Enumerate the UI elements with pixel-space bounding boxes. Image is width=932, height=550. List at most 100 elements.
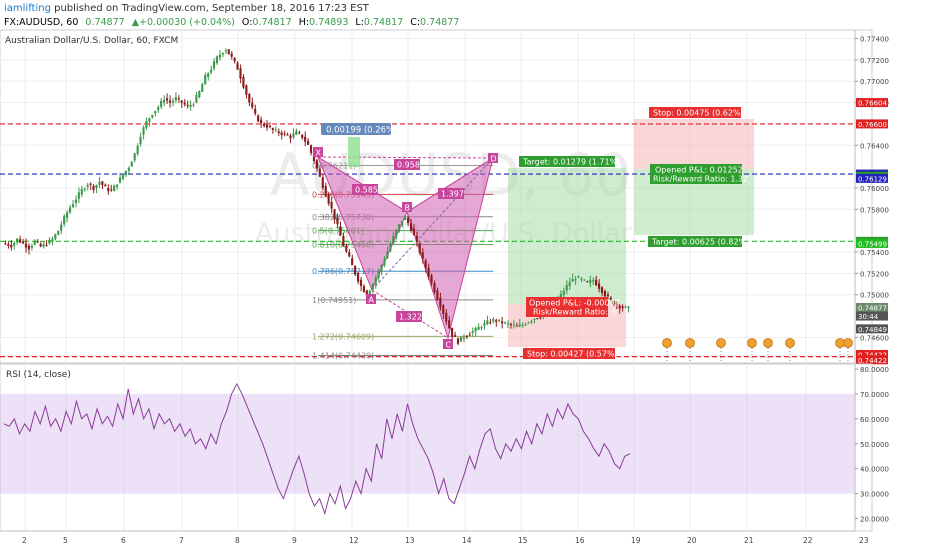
point-d-marker: D: [488, 153, 498, 164]
candle-body: [595, 279, 598, 286]
price-tick-label: 0.76400: [860, 142, 889, 150]
candle-body: [612, 301, 615, 305]
candle-body: [45, 245, 48, 247]
high-value: 0.74893: [309, 17, 348, 28]
short-stop-label: Stop: 0.00475 (0.62%): [653, 109, 744, 118]
candle-body: [433, 282, 436, 293]
measure-tool[interactable]: 0.00199 (0.26%): [321, 123, 398, 167]
candle-body: [60, 224, 63, 231]
candle-body: [139, 136, 142, 145]
candle-body: [36, 241, 39, 243]
candle-body: [121, 175, 124, 179]
rsi-tick-label: 40.0000: [860, 466, 889, 474]
candle-body: [533, 318, 536, 320]
rsi-tick-label: 70.0000: [860, 391, 889, 399]
candle-body: [63, 215, 66, 225]
price-tick-label: 0.77200: [860, 57, 889, 65]
price-tag: [856, 303, 888, 312]
candle-body: [259, 119, 263, 123]
candle-body: [359, 279, 363, 287]
candle-body: [465, 336, 468, 338]
candle-body: [233, 57, 236, 62]
time-tick-label: 15: [518, 536, 528, 545]
candle-body: [453, 335, 457, 337]
candle-body: [597, 283, 601, 289]
candle-body: [30, 245, 33, 248]
candle-body: [160, 100, 163, 107]
candle-body: [577, 276, 580, 278]
candle-body: [427, 268, 430, 277]
rsi-tick-label: 60.0000: [860, 416, 889, 424]
candle-body: [415, 235, 418, 242]
candle-body: [245, 85, 248, 95]
event-flag-icon: [685, 338, 695, 348]
candle-body: [380, 264, 383, 272]
chart-title: Australian Dollar/U.S. Dollar, 60, FXCM: [5, 36, 178, 46]
candle-body: [236, 63, 239, 70]
long-position-tool[interactable]: [508, 168, 626, 347]
pattern-bd-diagonal: [406, 157, 494, 213]
candle-body: [318, 168, 321, 177]
candle-body: [498, 319, 501, 321]
candle-body: [327, 194, 330, 204]
candle-body: [48, 239, 51, 244]
candle-body: [130, 161, 133, 167]
candle-body: [4, 243, 7, 245]
candle-body: [568, 282, 571, 287]
candle-body: [624, 306, 627, 308]
time-tick-label: 9: [292, 536, 297, 545]
candle-body: [183, 102, 186, 105]
candle-body: [495, 320, 498, 322]
point-b-marker: B: [402, 202, 412, 213]
candle-body: [592, 279, 595, 282]
event-flag-icon: [785, 338, 795, 348]
svg-text:0.958: 0.958: [397, 161, 420, 170]
candle-body: [107, 187, 110, 192]
high-label: H:: [299, 17, 309, 28]
price-tick-label: 0.75000: [860, 292, 889, 300]
fib-level-label: 1(0.74951): [312, 296, 356, 305]
event-flag-icon: [716, 338, 726, 348]
time-tick-label: 16: [575, 536, 585, 545]
candle-body: [74, 199, 77, 203]
candle-body: [113, 185, 116, 192]
candle-body: [92, 185, 95, 191]
candle-body: [189, 104, 192, 107]
candle-body: [515, 325, 518, 327]
short-target-label: Target: 0.00625 (0.82%): [651, 238, 749, 247]
candle-body: [295, 130, 298, 135]
candle-body: [204, 74, 207, 85]
price-tick-label: 0.75800: [860, 206, 889, 214]
svg-text:C: C: [446, 341, 452, 350]
candle-body: [418, 243, 421, 254]
svg-text:B: B: [405, 204, 411, 213]
rsi-pane[interactable]: [0, 363, 873, 532]
candle-body: [371, 284, 374, 290]
candle-body: [539, 317, 542, 319]
candle-body: [42, 243, 45, 247]
candle-body: [324, 185, 327, 197]
candle-body: [230, 53, 233, 57]
candle-body: [527, 322, 530, 324]
economic-event-flags[interactable]: [662, 338, 853, 363]
candle-body: [333, 209, 336, 220]
candle-body: [277, 131, 280, 134]
published-text: published on TradingView.com, September …: [51, 3, 370, 14]
candle-body: [518, 324, 521, 327]
time-axis[interactable]: 2 5 6 7 8 9 12 13 14 15 16 19 20 21 22 23: [0, 530, 869, 545]
low-value: 0.74817: [364, 17, 403, 28]
close-value: 0.74877: [420, 17, 459, 28]
candle-body: [627, 306, 630, 309]
candle-body: [13, 242, 16, 246]
candle-body: [174, 97, 177, 101]
rsi-axis[interactable]: 80.0000 70.0000 60.0000 50.0000 40.0000 30.00…: [854, 364, 889, 531]
candle-body: [521, 324, 524, 326]
pattern-labels[interactable]: X A B C D 0.585 1.397 1.322 0.958: [313, 147, 498, 350]
event-flag-icon: [763, 338, 773, 348]
candle-body: [403, 216, 407, 220]
candle-body: [462, 337, 465, 339]
candle-body: [248, 94, 251, 103]
price-tag: [856, 349, 888, 359]
candle-body: [401, 220, 404, 226]
